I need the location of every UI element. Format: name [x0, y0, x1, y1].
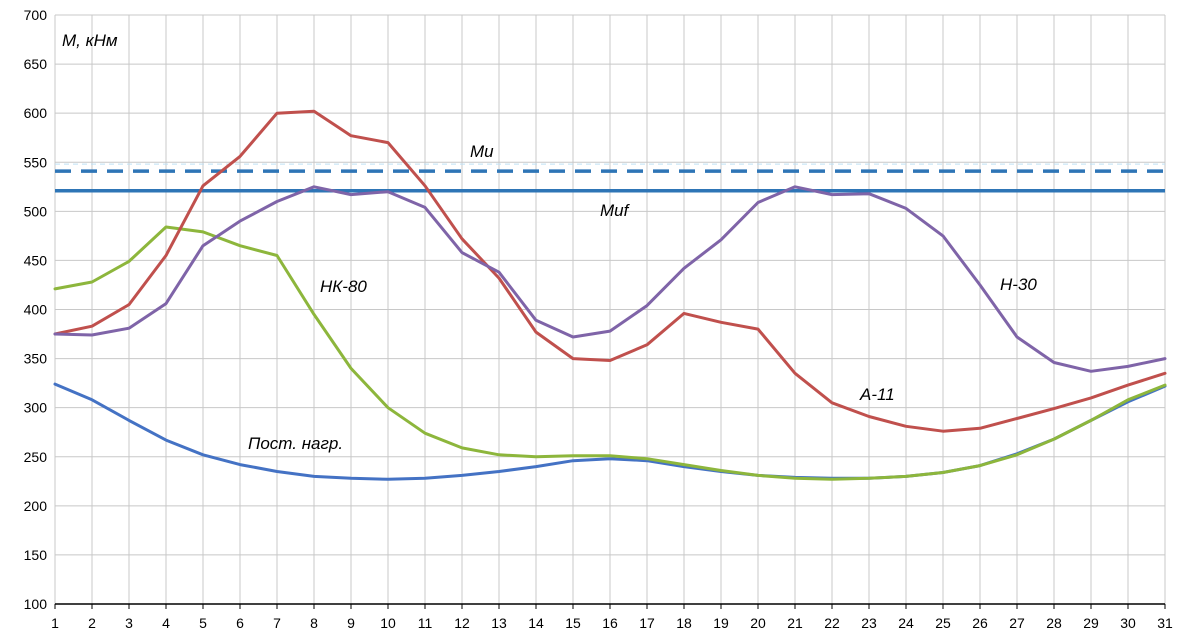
x-tick-label: 3 [125, 615, 133, 631]
y-tick-label: 300 [24, 400, 48, 416]
x-tick-label: 28 [1046, 615, 1062, 631]
x-tick-label: 31 [1157, 615, 1173, 631]
x-tick-label: 19 [713, 615, 729, 631]
x-tick-label: 16 [602, 615, 618, 631]
y-tick-label: 350 [24, 351, 48, 367]
series-label-a11: А-11 [859, 385, 895, 404]
series-label-postnagr: Пост. нагр. [248, 434, 343, 453]
y-tick-label: 700 [24, 7, 48, 23]
x-tick-label: 23 [861, 615, 877, 631]
x-tick-label: 7 [273, 615, 281, 631]
x-tick-label: 29 [1083, 615, 1099, 631]
x-tick-label: 24 [898, 615, 914, 631]
x-tick-label: 4 [162, 615, 170, 631]
x-tick-label: 12 [454, 615, 470, 631]
x-tick-label: 20 [750, 615, 766, 631]
x-tick-label: 1 [51, 615, 59, 631]
x-tick-label: 10 [380, 615, 396, 631]
series-label-nk80: НК-80 [320, 277, 367, 296]
x-tick-label: 13 [491, 615, 507, 631]
y-tick-label: 100 [24, 596, 48, 612]
x-tick-label: 6 [236, 615, 244, 631]
y-axis-label: M, кНм [62, 31, 118, 50]
x-tick-label: 21 [787, 615, 803, 631]
x-tick-label: 30 [1120, 615, 1136, 631]
x-tick-label: 8 [310, 615, 318, 631]
annotations: M, кНм Mu Muf Пост. нагр. НК-80 А-11 Н-3… [62, 31, 1037, 453]
x-tick-label: 25 [935, 615, 951, 631]
series-lines [53, 109, 1167, 481]
x-tick-label: 26 [972, 615, 988, 631]
x-tick-label: 18 [676, 615, 692, 631]
ref-label-muf: Muf [600, 201, 631, 220]
y-tick-label: 500 [24, 203, 48, 219]
x-tick-label: 17 [639, 615, 655, 631]
series-label-n30: Н-30 [1000, 275, 1037, 294]
y-tick-label: 200 [24, 498, 48, 514]
y-tick-label: 650 [24, 56, 48, 72]
x-tick-label: 2 [88, 615, 96, 631]
x-tick-label: 5 [199, 615, 207, 631]
series-line-2 [53, 225, 1167, 481]
series-line-3 [53, 109, 1167, 433]
x-tick-label: 15 [565, 615, 581, 631]
x-tick-label: 11 [418, 615, 433, 631]
y-tick-label: 400 [24, 302, 48, 318]
reference-lines [55, 163, 1165, 193]
series-line-4 [53, 185, 1167, 373]
y-tick-label: 600 [24, 105, 48, 121]
y-tick-label: 150 [24, 547, 48, 563]
x-tick-label: 9 [347, 615, 355, 631]
y-tick-label: 550 [24, 154, 48, 170]
x-tick-label: 27 [1009, 615, 1025, 631]
grid [54, 14, 1166, 604]
x-tick-label: 22 [824, 615, 840, 631]
y-tick-label: 250 [24, 449, 48, 465]
axes: 100 150 200 250 300 350 400 450 500 550 600 650 700 1… [24, 7, 1173, 631]
y-tick-label: 450 [24, 252, 48, 268]
x-tick-label: 14 [528, 615, 544, 631]
ref-label-mu: Mu [470, 142, 494, 161]
